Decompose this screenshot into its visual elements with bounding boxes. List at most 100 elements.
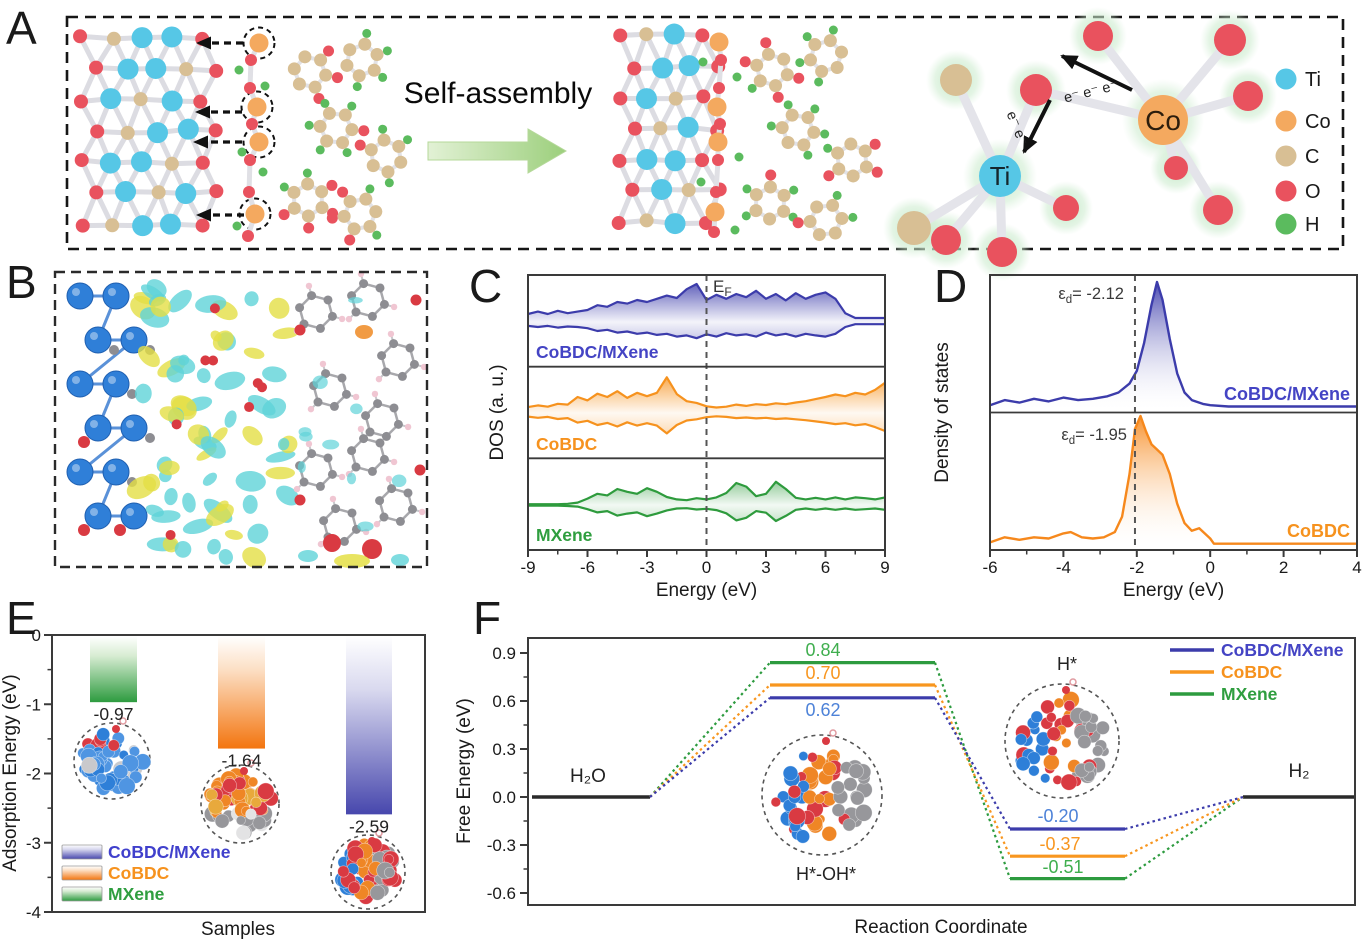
o-atom [1053,195,1079,221]
c-atom [314,53,328,67]
c-atom [803,53,817,67]
o-atom [793,72,805,84]
c-atom [785,108,799,122]
c-atom [343,194,357,208]
ti-atom [159,213,181,235]
c-atom [403,488,413,498]
h-atom [385,475,393,483]
highlight [72,464,80,472]
c-atom [381,367,391,377]
h-atom [766,121,776,131]
c-atom [668,91,683,106]
d-band-center-label: εd= -2.12 [1058,285,1124,306]
y-axis-label: Adsorption Energy (eV) [0,674,21,872]
o-atom [613,28,628,43]
cluster-atom [1092,745,1104,757]
ti-sphere [102,370,130,398]
cluster-atom [842,818,856,832]
h-atom [741,211,751,221]
c-atom [347,508,357,518]
panel-f-frame [527,637,1356,906]
stage-label-h-oh: H*-OH* [796,864,856,884]
isosurface-blob [207,538,221,555]
c-atom [392,139,406,153]
o-atom [278,209,290,221]
isosurface-blob [265,450,296,463]
isosurface-blob [168,289,192,313]
ti-atom [117,58,139,80]
o-atom [323,534,341,552]
y-tick-label: 0 [32,626,41,645]
c-atom [858,144,872,158]
cluster-atom [770,796,781,808]
h-atom [237,147,247,157]
y-tick-label: -0.6 [487,884,516,903]
cluster-atom [347,881,361,895]
cluster-atom [1046,712,1057,723]
isosurface-blob [244,291,259,307]
highlight [72,288,80,296]
dos-series-label: CoBDC [536,434,598,454]
legend-label: CoBDC/MXene [1221,640,1344,660]
h-atom [371,390,379,398]
inset-dashed-circle [330,834,406,910]
o-atom [89,60,104,75]
panel-a-label: A [6,2,37,54]
panel-b-label: B [6,256,37,308]
electron-flow-arrow [1060,54,1133,92]
adsorption-bar [90,636,137,703]
o-atom [244,402,255,413]
c-atom [299,477,309,487]
c-atom [830,60,844,74]
o-atom [715,54,727,66]
ramp-up [649,696,771,798]
h-atom [342,148,352,158]
cluster-atom [235,815,246,826]
h-atom [279,182,289,192]
isosurface-blob [298,427,312,437]
panel-e-label: E [6,592,37,644]
co-highlight-circle [238,197,272,231]
o-atom [171,419,182,430]
o-atom [931,225,961,255]
c-atom [151,185,166,200]
x-axis-label: Reaction Coordinate [854,917,1027,938]
legend-swatch [61,865,103,881]
c-atom [301,177,315,191]
isosurface-blob [298,550,318,562]
legend-label: MXene [108,884,165,904]
co-atom [245,204,265,224]
c-atom [823,34,837,48]
o-atom [78,436,90,448]
o-atom [696,89,711,104]
h-atom [403,135,413,145]
ti-atom [664,213,686,235]
ramp-up [649,684,771,798]
c-atom [337,209,351,223]
o-atom [823,170,835,182]
c-atom [323,295,333,305]
h-atom [365,184,375,194]
d-band-area [990,282,1357,409]
o-atom [89,185,104,200]
c-atom [409,359,419,369]
cluster-atom [814,793,825,805]
cluster-atom [245,808,257,820]
c-atom [359,279,369,289]
dos-series-label: MXene [536,525,593,545]
ti-sphere [66,370,94,398]
isosurface-blob [350,403,363,415]
legend-atom-label: H [1305,214,1319,236]
adsorption-bar [218,636,265,749]
o-atom [362,539,382,559]
o-atom [326,212,338,224]
c-atom [347,446,357,456]
o-atom [714,118,726,130]
y-axis-label: Density of states [932,342,953,482]
ti-sphere [120,326,148,354]
o-atom [114,524,126,536]
isosurface-blob [137,345,160,368]
dos-series-label: CoBDC/MXene [1224,384,1350,404]
